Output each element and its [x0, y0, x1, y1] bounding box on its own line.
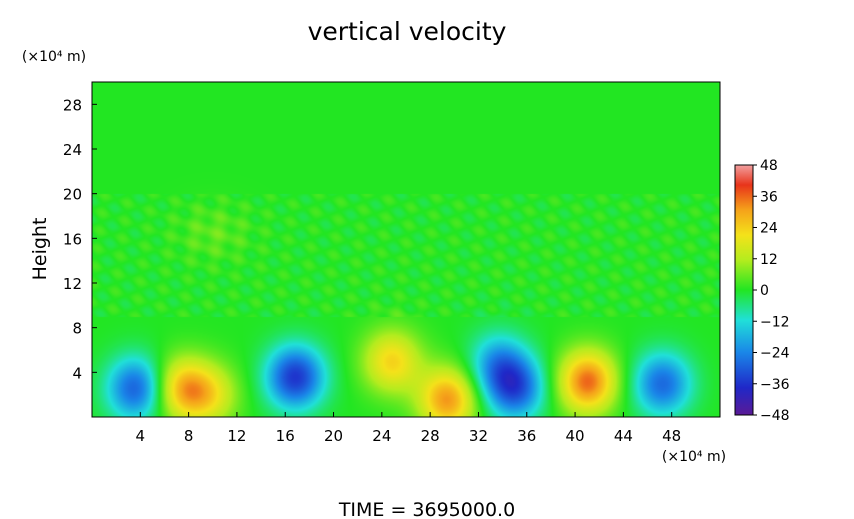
x-tick-label: 4: [136, 427, 146, 445]
y-tick-label: 12: [63, 275, 82, 293]
colorbar-tick-label: −24: [760, 346, 790, 362]
x-tick-label: 44: [614, 427, 633, 445]
y-tick-label: 20: [63, 186, 82, 204]
x-tick-label: 32: [469, 427, 488, 445]
colorbar-ticks: 48 36 24 12 0 −12 −24 −36 −48: [753, 158, 790, 424]
colorbar-tick-label: 48: [760, 158, 778, 174]
colorbar-tick-label: 0: [760, 283, 769, 299]
x-tick-label: 48: [662, 427, 681, 445]
heatmap-field: [92, 82, 720, 417]
colorbar-tick-label: 24: [760, 221, 778, 237]
x-tick-label: 28: [421, 427, 440, 445]
y-tick-label: 16: [63, 230, 82, 248]
colorbar: 48 36 24 12 0 −12 −24 −36 −48: [734, 158, 790, 424]
heatmap-canvas: [92, 82, 720, 417]
x-tick-label: 12: [227, 427, 246, 445]
colorbar-tick-label: 12: [760, 252, 778, 268]
x-axis-ticks: 4 8 12 16 20 24 28 32 36 40 44 48: [136, 412, 681, 445]
colorbar-tick-label: 36: [760, 189, 778, 205]
y-tick-label: 8: [72, 320, 82, 338]
chart-title: vertical velocity: [308, 17, 507, 46]
x-tick-label: 40: [566, 427, 585, 445]
y-axis-ticks: 4 8 12 16 20 24 28: [63, 96, 97, 382]
heatmap-plot: [91, 81, 721, 418]
y-tick-label: 28: [63, 96, 82, 114]
colorbar-scale: [734, 164, 754, 416]
colorbar-tick-label: −12: [760, 314, 790, 330]
y-tick-label: 24: [63, 141, 82, 159]
x-tick-label: 8: [184, 427, 194, 445]
colorbar-tick-label: −36: [760, 377, 790, 393]
plot-frame: [91, 81, 721, 418]
y-axis-label: Height: [29, 218, 51, 281]
x-tick-label: 16: [276, 427, 295, 445]
colorbar-tick-label: −48: [760, 408, 790, 424]
y-tick-label: 4: [72, 364, 82, 382]
time-footer: TIME = 3695000.0: [338, 499, 515, 519]
x-tick-label: 36: [517, 427, 536, 445]
x-tick-label: 24: [372, 427, 391, 445]
x-tick-label: 20: [324, 427, 343, 445]
y-axis-unit: (×10⁴ m): [22, 49, 86, 65]
x-axis-unit: (×10⁴ m): [662, 449, 726, 465]
